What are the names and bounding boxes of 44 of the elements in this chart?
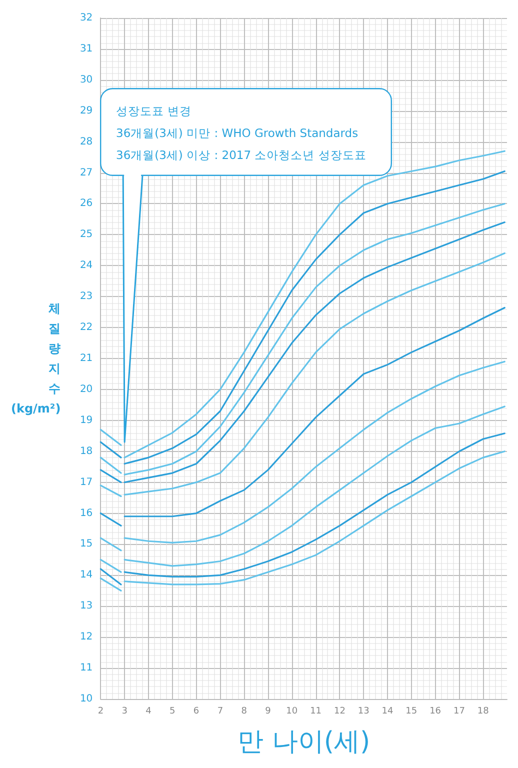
x-tick-label: 15	[406, 706, 418, 716]
y-tick-label: 21	[80, 353, 93, 364]
x-tick-label: 13	[358, 706, 370, 716]
y-tick-label: 32	[80, 12, 93, 24]
annotation: 성장도표 변경 36개월(3세) 미만 : WHO Growth Standards 36개월(3세) 이상 : 2017 소아청소년 성장도표	[116, 103, 366, 164]
y-tick-label: 13	[80, 600, 93, 612]
y-tick-label: 30	[80, 74, 93, 86]
x-tick-label: 17	[453, 706, 465, 716]
y-tick-label: 27	[80, 167, 93, 178]
y-tick-label: 23	[80, 291, 93, 302]
y-tick-label: 10	[80, 694, 93, 704]
y-tick-label: 22	[80, 322, 93, 334]
x-tick-label: 6	[193, 706, 200, 716]
y-tick-label: 24	[80, 260, 93, 272]
x-tick-label: 4	[146, 706, 152, 716]
x-tick-label: 12	[334, 706, 346, 716]
x-tick-label: 2	[98, 706, 104, 716]
y-tick-label: 11	[80, 662, 93, 674]
y-tick-label: 20	[80, 384, 93, 395]
x-tick-label: 16	[430, 706, 442, 716]
x-tick-label: 11	[310, 706, 322, 716]
y-tick-label: 26	[80, 198, 93, 210]
x-axis-title: 만 나이(세)	[238, 727, 370, 757]
y-tick-label: 29	[80, 105, 93, 116]
y-tick-label: 15	[80, 538, 93, 550]
y-tick-label: 12	[80, 632, 93, 643]
y-tick-label: 16	[80, 508, 93, 519]
x-tick-label: 5	[170, 706, 176, 716]
x-tick-label: 14	[382, 706, 394, 716]
y-tick-label: 17	[80, 476, 93, 488]
y-tick-label: 14	[80, 570, 93, 581]
y-tick-label: 18	[80, 446, 93, 457]
x-tick-label: 18	[477, 706, 490, 716]
x-tick-label: 10	[286, 706, 298, 716]
x-tick-label: 8	[241, 706, 248, 716]
y-tick-label: 28	[80, 136, 93, 148]
x-tick-label: 3	[122, 706, 128, 716]
y-tick-label: 25	[80, 229, 93, 240]
y-tick-label: 19	[80, 414, 93, 426]
x-tick-label: 9	[265, 706, 272, 716]
x-tick-label: 7	[217, 706, 224, 716]
y-axis-title: 체질량지수 (kg/m²)	[10, 302, 61, 416]
speech-bubble: 성장도표 변경 36개월(3세) 미만 : WHO Growth Standards 36개월(3세) 이상 : 2017 소아청소년 성장도표	[100, 88, 392, 444]
y-tick-label: 31	[80, 43, 93, 54]
